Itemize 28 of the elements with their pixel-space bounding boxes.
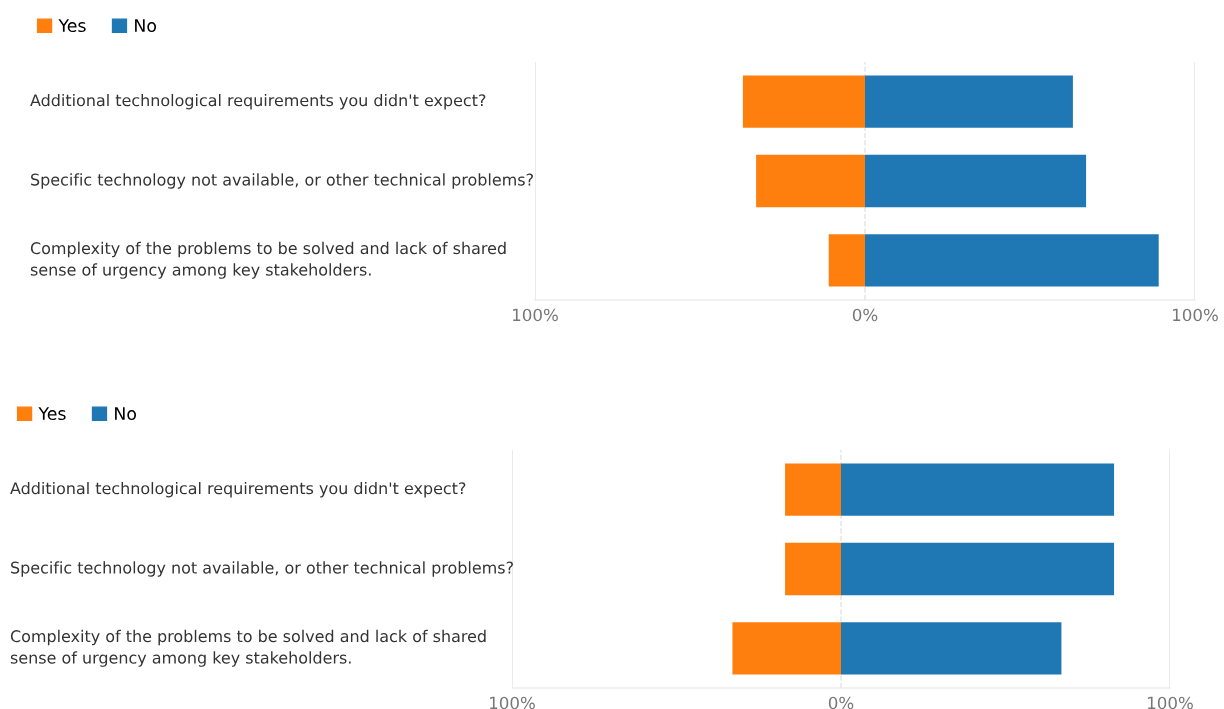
bar (742, 75, 865, 128)
bar (865, 154, 1087, 208)
bar (841, 463, 1115, 516)
bar (865, 75, 1073, 128)
bar (865, 234, 1159, 287)
y-tick-label: Additional technological requirements you didn't expect? (10, 481, 466, 498)
y-tick-label: Specific technology not available, or other technical problems? (31, 173, 533, 189)
y-tick-label: Complexity of the problems to be solved and lack of shared sense of urgency among key stakeholders. (10, 629, 486, 667)
bar (732, 622, 841, 675)
x-tick-label: 100% (490, 696, 535, 709)
x-tick-label: 100% (1173, 308, 1218, 322)
legend-label: Yes (38, 407, 66, 421)
bar (756, 154, 865, 208)
x-tick-label: 100% (1148, 696, 1193, 709)
legend-label: Yes (58, 19, 86, 33)
y-tick-label: Complexity of the problems to be solved and lack of shared sense of urgency among key stakeholders. (30, 241, 506, 279)
bar (841, 542, 1115, 596)
legend-label: No (135, 19, 157, 33)
x-tick-label: 0% (828, 696, 854, 709)
bar (828, 234, 865, 287)
x-tick-label: 0% (852, 308, 878, 322)
x-tick-label: 100% (513, 308, 558, 322)
bar (841, 622, 1062, 675)
bar (785, 542, 841, 596)
y-tick-label: Specific technology not available, or other technical problems? (11, 561, 513, 577)
legend-label: No (115, 407, 137, 421)
bar (785, 463, 841, 516)
y-tick-label: Additional technological requirements you didn't expect? (30, 93, 486, 110)
